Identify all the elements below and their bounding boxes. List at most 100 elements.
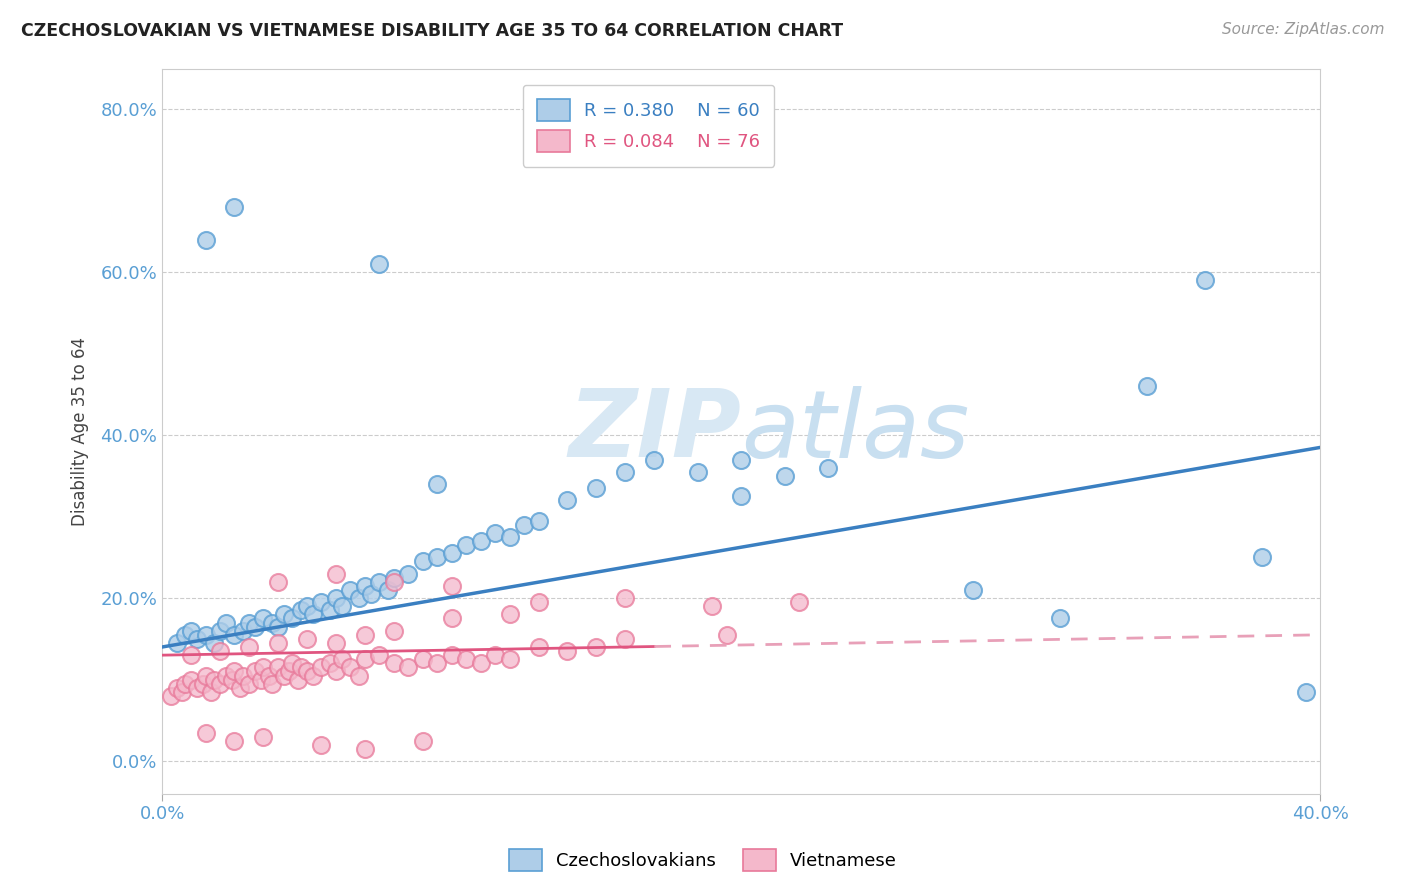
Point: [281, 657, 304, 671]
Point: [368, 574, 391, 589]
Point: [232, 624, 254, 638]
Point: [614, 632, 637, 646]
Point: [229, 681, 252, 695]
Point: [382, 657, 405, 671]
Text: ZIP: ZIP: [568, 385, 741, 477]
Point: [585, 640, 607, 654]
Point: [1136, 379, 1159, 393]
Point: [557, 644, 579, 658]
Point: [311, 738, 333, 752]
Point: [325, 566, 347, 581]
Point: [238, 676, 260, 690]
Point: [377, 582, 399, 597]
Point: [281, 611, 304, 625]
Point: [643, 452, 665, 467]
Point: [353, 742, 375, 756]
Point: [347, 668, 370, 682]
Point: [278, 665, 301, 679]
Point: [174, 628, 197, 642]
Point: [295, 599, 318, 614]
Point: [186, 632, 208, 646]
Point: [440, 546, 463, 560]
Point: [1194, 273, 1216, 287]
Point: [290, 660, 312, 674]
Point: [730, 452, 752, 467]
Point: [368, 648, 391, 662]
Point: [159, 689, 181, 703]
Point: [440, 648, 463, 662]
Point: [962, 582, 984, 597]
Point: [295, 632, 318, 646]
Point: [208, 676, 231, 690]
Point: [252, 730, 274, 744]
Point: [243, 620, 266, 634]
Point: [215, 615, 238, 630]
Point: [426, 477, 449, 491]
Point: [702, 599, 724, 614]
Point: [368, 257, 391, 271]
Point: [325, 665, 347, 679]
Point: [194, 668, 217, 682]
Point: [470, 657, 492, 671]
Point: [353, 652, 375, 666]
Point: [773, 469, 796, 483]
Point: [252, 660, 274, 674]
Point: [527, 640, 550, 654]
Point: [339, 660, 361, 674]
Point: [202, 636, 225, 650]
Point: [221, 673, 243, 687]
Point: [166, 636, 188, 650]
Legend: Czechoslovakians, Vietnamese: Czechoslovakians, Vietnamese: [502, 842, 904, 879]
Point: [180, 624, 202, 638]
Point: [301, 607, 323, 622]
Point: [426, 550, 449, 565]
Point: [194, 233, 217, 247]
Point: [527, 595, 550, 609]
Point: [716, 628, 738, 642]
Point: [319, 603, 342, 617]
Point: [396, 660, 419, 674]
Point: [267, 636, 290, 650]
Point: [200, 685, 222, 699]
Point: [353, 579, 375, 593]
Legend: R = 0.380    N = 60, R = 0.084    N = 76: R = 0.380 N = 60, R = 0.084 N = 76: [523, 85, 775, 167]
Text: Source: ZipAtlas.com: Source: ZipAtlas.com: [1222, 22, 1385, 37]
Point: [330, 652, 353, 666]
Point: [180, 648, 202, 662]
Point: [614, 591, 637, 606]
Point: [787, 595, 810, 609]
Point: [224, 200, 246, 214]
Point: [412, 733, 434, 747]
Point: [347, 591, 370, 606]
Point: [224, 628, 246, 642]
Point: [301, 668, 323, 682]
Point: [232, 668, 254, 682]
Point: [686, 465, 709, 479]
Point: [262, 615, 284, 630]
Point: [252, 611, 274, 625]
Point: [273, 607, 295, 622]
Point: [172, 685, 194, 699]
Point: [1049, 611, 1071, 625]
Point: [498, 607, 520, 622]
Point: [382, 624, 405, 638]
Point: [166, 681, 188, 695]
Point: [243, 665, 266, 679]
Point: [238, 615, 260, 630]
Point: [330, 599, 353, 614]
Point: [311, 595, 333, 609]
Point: [585, 481, 607, 495]
Point: [224, 733, 246, 747]
Point: [238, 640, 260, 654]
Point: [180, 673, 202, 687]
Point: [339, 582, 361, 597]
Point: [267, 574, 290, 589]
Point: [325, 636, 347, 650]
Point: [498, 530, 520, 544]
Point: [249, 673, 271, 687]
Point: [311, 660, 333, 674]
Point: [194, 628, 217, 642]
Point: [440, 611, 463, 625]
Point: [202, 673, 225, 687]
Point: [498, 652, 520, 666]
